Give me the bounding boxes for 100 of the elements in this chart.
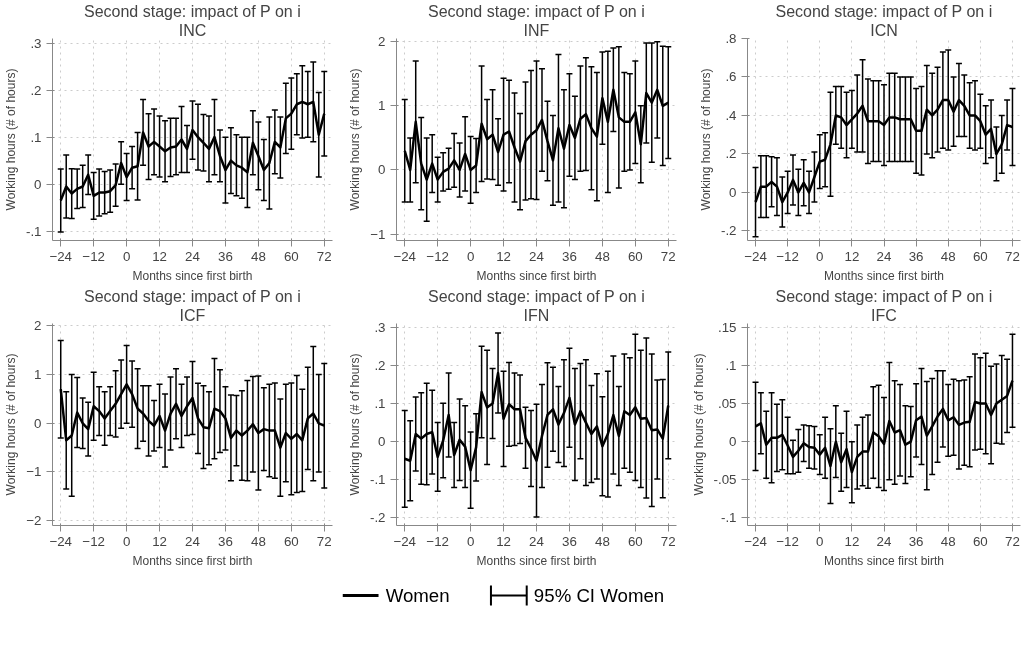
y-tick-label: −1 [26,464,42,480]
chart-title: Second stage: impact of P on i [775,287,993,305]
x-tick-label: 0 [816,533,824,549]
y-tick-label: 0 [729,434,737,450]
y-tick-label: .3 [374,319,386,335]
x-tick-label: 60 [972,248,988,264]
y-tick-label: .3 [30,35,42,51]
chart-subtitle: INC [178,21,207,39]
x-tick-label: −12 [82,533,105,549]
chart-title: Second stage: impact of P on i [775,2,993,20]
x-axis-title: Months since first birth [132,268,253,283]
x-tick-label: 12 [152,533,167,549]
x-tick-label: 36 [908,533,924,549]
chart-subtitle: ICF [179,306,206,324]
x-axis-title: Months since first birth [823,268,945,283]
y-tick-label: -.1 [25,223,42,239]
x-tick-label: 72 [1005,248,1020,264]
x-tick-label: 48 [940,533,956,549]
y-tick-label: .1 [374,396,386,412]
x-tick-label: 48 [940,248,956,264]
x-tick-label: −12 [426,533,449,549]
x-tick-label: −24 [49,248,73,264]
y-tick-label: -.1 [369,472,386,488]
chart-subtitle: IFC [871,306,897,324]
y-tick-label: 0 [34,176,42,192]
y-axis-title: Working hours (# of hours) [3,68,18,211]
x-tick-label: 60 [283,248,299,264]
x-tick-label: 24 [529,533,545,549]
y-tick-label: 1 [378,98,386,114]
x-axis-title: Months since first birth [476,553,597,568]
y-tick-label: .15 [717,319,737,335]
x-tick-label: 24 [185,248,201,264]
x-tick-label: 12 [496,533,511,549]
chart-title: Second stage: impact of P on i [427,287,645,305]
y-tick-label: 0 [378,434,386,450]
x-tick-label: 60 [627,533,643,549]
x-tick-label: 36 [562,533,577,549]
x-tick-label: 48 [250,248,266,264]
x-tick-label: 12 [844,533,860,549]
chart-subtitle: ICN [870,21,898,39]
x-tick-label: 60 [283,533,299,549]
chart-subtitle: IFN [523,306,550,324]
y-axis-title: Working hours (# of hours) [698,68,713,211]
x-tick-label: 24 [876,533,892,549]
y-tick-label: 0 [378,162,386,178]
x-tick-label: 0 [122,533,131,549]
y-tick-label: 0 [729,184,737,200]
y-axis-title: Working hours (# of hours) [347,353,362,496]
y-tick-label: 1 [34,367,42,383]
y-tick-label: .1 [30,129,42,145]
x-tick-label: −24 [393,533,417,549]
y-tick-label: 0 [34,415,42,431]
x-tick-label: 36 [218,248,233,264]
y-tick-label: 2 [378,34,386,50]
x-tick-label: 0 [122,248,131,264]
y-tick-label: .2 [30,82,42,98]
x-tick-label: 72 [660,248,676,264]
x-axis-title: Months since first birth [132,553,253,568]
x-tick-label: 60 [627,248,643,264]
x-tick-label: 72 [316,248,332,264]
y-tick-label: .6 [725,69,737,85]
x-tick-label: 72 [1005,533,1020,549]
x-tick-label: −12 [776,248,799,264]
x-tick-label: 48 [250,533,266,549]
y-tick-label: 2 [34,318,42,334]
x-tick-label: 48 [594,533,610,549]
y-tick-label: −1 [370,226,386,242]
y-tick-label: -.05 [713,472,737,488]
x-tick-label: 36 [562,248,577,264]
x-tick-label: 24 [185,533,201,549]
x-tick-label: 36 [908,248,924,264]
y-axis-title: Working hours (# of hours) [691,353,706,496]
y-axis-title: Working hours (# of hours) [4,353,19,496]
x-tick-label: 12 [496,248,511,264]
chart-subtitle: INF [523,21,550,39]
y-tick-label: .05 [717,396,737,412]
x-tick-label: −12 [776,533,799,549]
y-axis-title: Working hours (# of hours) [348,68,363,211]
chart-title: Second stage: impact of P on i [83,2,301,20]
x-axis-title: Months since first birth [823,553,945,568]
x-tick-label: −24 [744,533,768,549]
y-tick-label: -.1 [720,510,737,526]
chart-title: Second stage: impact of P on i [427,2,645,20]
x-tick-label: 60 [972,533,988,549]
legend-label: Women [385,585,450,606]
y-tick-label: -.2 [369,510,386,526]
x-axis-title: Months since first birth [476,268,597,283]
text: 95% CI Women [533,585,665,606]
y-tick-label: −2 [26,513,42,529]
x-tick-label: 0 [466,533,475,549]
x-tick-label: 12 [844,248,860,264]
y-tick-label: .2 [374,357,386,373]
x-tick-label: 24 [876,248,892,264]
y-tick-label: -.2 [720,223,737,239]
y-tick-label: .1 [725,357,737,373]
chart-title: Second stage: impact of P on i [83,287,301,305]
x-tick-label: 72 [660,533,676,549]
x-tick-label: 48 [594,248,610,264]
y-tick-label: .8 [725,31,737,46]
x-tick-label: 12 [152,248,167,264]
